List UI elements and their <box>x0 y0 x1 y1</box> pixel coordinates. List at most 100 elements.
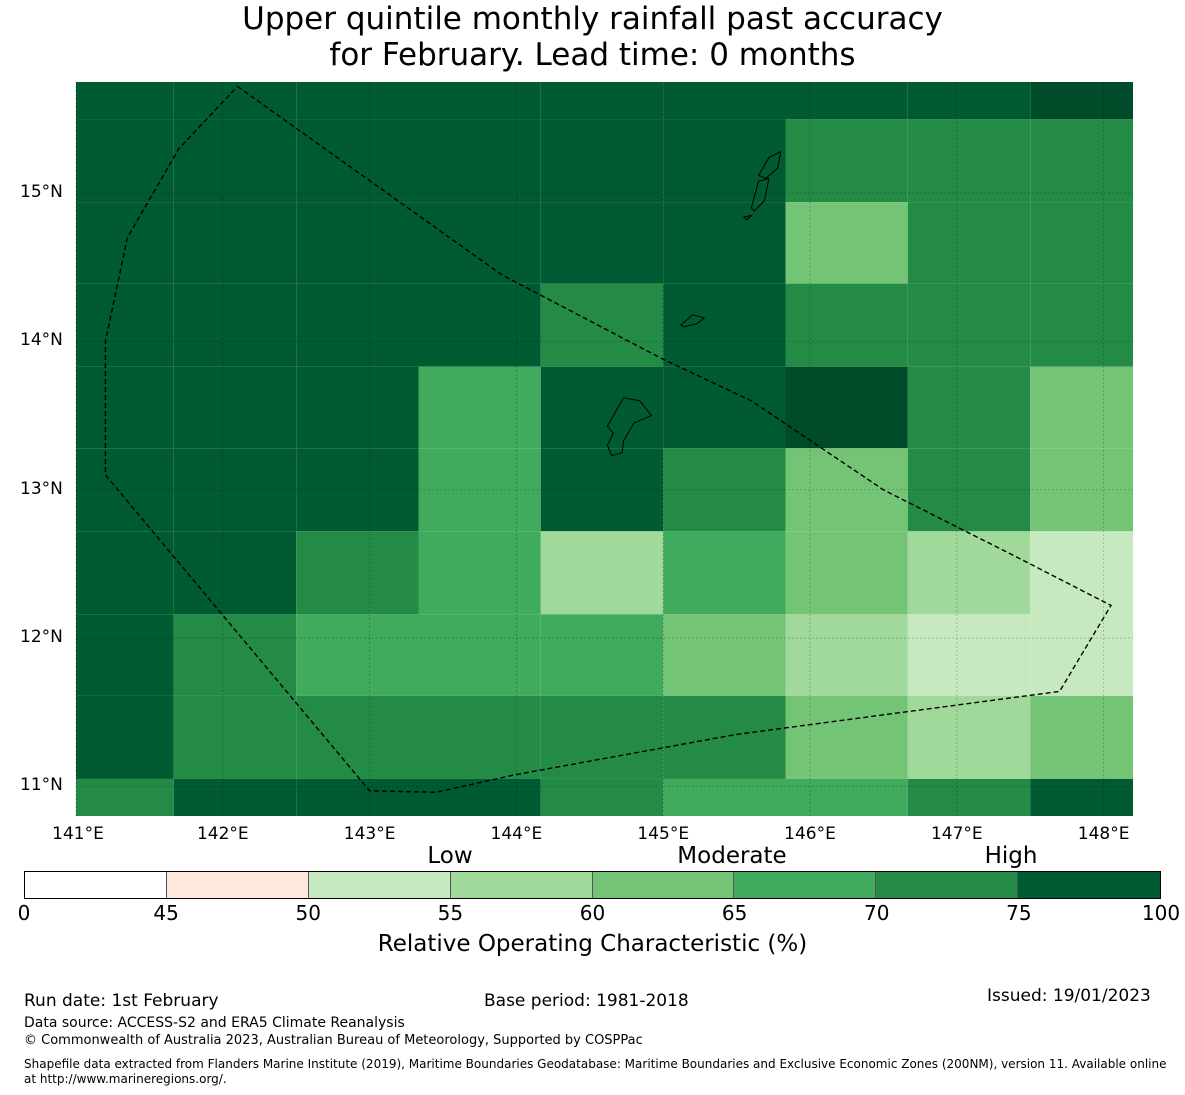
map-cell <box>785 283 908 367</box>
map-cell <box>785 778 908 816</box>
colorbar-tick-label: 60 <box>579 901 606 925</box>
map-cell-top <box>418 82 541 120</box>
map-title-line-1: Upper quintile monthly rainfall past acc… <box>242 1 943 37</box>
issued-date: Issued: 19/01/2023 <box>987 986 1151 1006</box>
map-cell <box>907 531 1031 615</box>
colorbar-segment <box>1018 872 1160 898</box>
map-cell <box>907 695 1031 779</box>
colorbar-segment <box>308 872 451 898</box>
map-cell <box>785 614 908 696</box>
map-cell <box>663 448 786 532</box>
map-cell <box>173 695 297 779</box>
colorbar <box>24 871 1161 899</box>
map-cell <box>540 531 664 615</box>
map-cell <box>418 119 541 203</box>
map-cell <box>296 531 419 615</box>
colorbar-segment <box>876 872 1019 898</box>
map-cell <box>907 119 1031 203</box>
colorbar-segment <box>734 872 877 898</box>
colorbar-label: Relative Operating Characteristic (%) <box>377 931 808 957</box>
map-cell <box>173 283 297 367</box>
colorbar-segment <box>450 872 593 898</box>
colorbar-tick-label: 50 <box>295 901 321 925</box>
lat-tick-label: 13°N <box>20 478 63 499</box>
map-cell <box>1030 119 1133 203</box>
map-cell <box>1030 531 1133 615</box>
map-cell <box>296 202 419 284</box>
map-cell <box>173 119 297 203</box>
category-high-label: High <box>984 843 1038 869</box>
map-cell <box>907 202 1031 284</box>
map-cell <box>663 531 786 615</box>
lon-tick-label: 146°E <box>784 824 836 844</box>
map-cell <box>418 366 541 449</box>
map-title-line-2: for February. Lead time: 0 months <box>329 37 856 73</box>
map-cell <box>540 614 664 696</box>
map-cell <box>1030 778 1133 816</box>
map-cell <box>785 119 908 203</box>
map-cell <box>76 695 174 779</box>
map-cell <box>663 283 786 367</box>
map-cell <box>1030 695 1133 779</box>
map-cell <box>76 614 174 696</box>
map-cell-top <box>907 82 1031 120</box>
island-outline <box>750 177 770 212</box>
map-cell <box>663 614 786 696</box>
map-cell <box>540 119 664 203</box>
map-cell <box>1030 366 1133 449</box>
colorbar-tick-label: 55 <box>437 901 464 925</box>
map-cell <box>663 778 786 816</box>
map-cell <box>76 778 174 816</box>
map-cell <box>76 366 174 449</box>
colorbar-tick-label: 75 <box>1006 901 1032 925</box>
map-cell <box>418 614 541 696</box>
lon-tick-label: 144°E <box>490 824 543 844</box>
map-cell <box>296 119 419 203</box>
colorbar-tick-label: 0 <box>17 901 31 925</box>
map-cell <box>76 202 174 284</box>
map-cell <box>540 202 664 284</box>
map-cell <box>76 119 174 203</box>
island-outline <box>606 397 653 457</box>
lat-tick-label: 15°N <box>20 182 63 203</box>
map-cell <box>907 614 1031 696</box>
map-cell <box>418 202 541 284</box>
map-cell-top <box>1030 82 1133 120</box>
map-cell <box>173 366 297 449</box>
map-cell <box>663 202 786 284</box>
map-cell-top <box>663 82 786 120</box>
category-low-label: Low <box>427 843 473 869</box>
map-cell <box>907 448 1031 532</box>
map-cell <box>907 778 1031 816</box>
colorbar-tick-label: 70 <box>864 901 890 925</box>
lon-tick-label: 142°E <box>196 824 249 844</box>
map-cell <box>907 366 1031 449</box>
map-cell <box>418 531 541 615</box>
shapefile-credit: Shapefile data extracted from Flanders M… <box>24 1057 1167 1086</box>
eez-boundary <box>104 85 1112 794</box>
base-period: Base period: 1981-2018 <box>484 991 689 1011</box>
map-cell-top <box>785 82 908 120</box>
colorbar-segment <box>25 872 167 898</box>
map-cell <box>76 531 174 615</box>
map-cell <box>418 695 541 779</box>
map-cell <box>785 366 908 449</box>
map-cell <box>663 695 786 779</box>
colorbar-segment <box>592 872 735 898</box>
map-cell <box>76 283 174 367</box>
map-cell <box>296 283 419 367</box>
lon-tick-label: 147°E <box>930 824 983 844</box>
lat-tick-label: 12°N <box>20 627 63 648</box>
lon-tick-label: 145°E <box>637 824 690 844</box>
map-cell <box>173 531 297 615</box>
island-outline <box>757 150 782 179</box>
map-cell <box>296 778 419 816</box>
island-outline <box>742 214 753 221</box>
map-cell <box>540 448 664 532</box>
map-cell <box>296 614 419 696</box>
colorbar-segment <box>166 872 309 898</box>
map-cell <box>785 695 908 779</box>
map-cell-top <box>296 82 419 120</box>
map-cell <box>1030 202 1133 284</box>
